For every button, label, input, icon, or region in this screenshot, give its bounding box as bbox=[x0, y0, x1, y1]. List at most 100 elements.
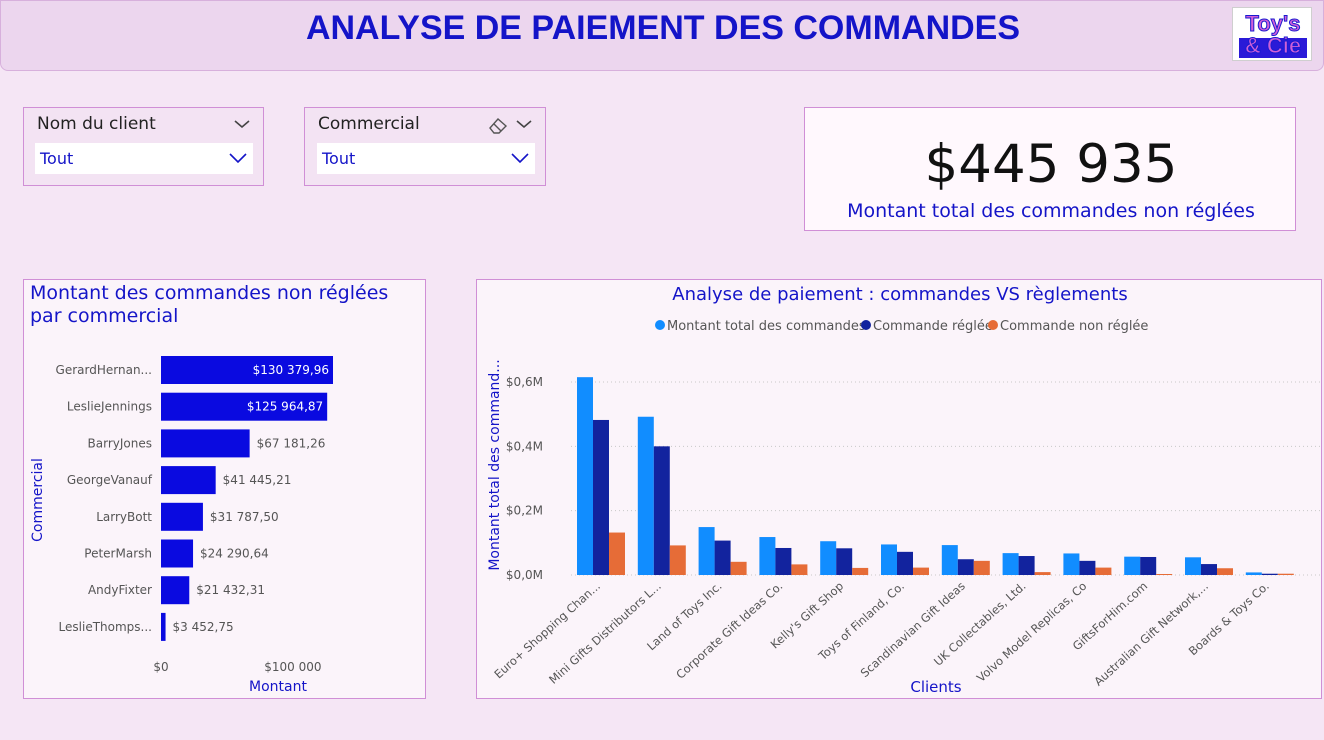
column-bar bbox=[1079, 560, 1096, 575]
x-tick-label: $100 000 bbox=[264, 660, 321, 674]
commercial-slicer[interactable]: Commercial Tout bbox=[304, 107, 546, 186]
commercial-chart-title: Montant des commandes non réglées par co… bbox=[30, 282, 389, 327]
client-dropdown[interactable]: Tout bbox=[35, 143, 253, 174]
bar bbox=[161, 576, 190, 605]
y-tick-label: $0,0M bbox=[506, 568, 543, 582]
column-bar bbox=[1140, 556, 1157, 575]
column-bar bbox=[653, 446, 670, 575]
logo-backdrop bbox=[1239, 38, 1307, 58]
x-axis-title: Montant bbox=[249, 679, 307, 695]
column-bar bbox=[609, 532, 625, 575]
column-bar bbox=[1185, 557, 1201, 575]
kpi-value: $445 935 bbox=[924, 134, 1178, 195]
data-label: $31 787,50 bbox=[210, 510, 279, 524]
y-axis-title: Commercial bbox=[30, 458, 46, 542]
column-bar bbox=[637, 416, 654, 575]
column-bar bbox=[881, 544, 897, 575]
payment-chart-panel: Analyse de paiement : commandes VS règle… bbox=[476, 279, 1322, 699]
column-bar bbox=[1201, 564, 1217, 575]
column-bar bbox=[1156, 574, 1173, 575]
column-bar bbox=[973, 560, 990, 575]
logo-line1: Toy's bbox=[1245, 11, 1301, 37]
legend-marker bbox=[655, 320, 665, 330]
legend-marker bbox=[988, 320, 998, 330]
column-bar bbox=[913, 567, 929, 575]
bar bbox=[161, 356, 333, 384]
payment-column-chart: Analyse de paiement : commandes VS règle… bbox=[487, 284, 1320, 696]
bar bbox=[161, 502, 203, 531]
commercial-dropdown[interactable]: Tout bbox=[317, 143, 535, 174]
category-label: LeslieThomps... bbox=[59, 620, 152, 634]
commercial-dropdown-value: Tout bbox=[322, 149, 356, 168]
chevron-down-icon[interactable] bbox=[234, 116, 250, 132]
client-dropdown-value: Tout bbox=[40, 149, 74, 168]
column-bar bbox=[775, 547, 792, 575]
column-bar bbox=[791, 564, 808, 575]
kpi-label: Montant total des commandes non réglées bbox=[847, 200, 1255, 222]
column-bar bbox=[730, 561, 747, 575]
column-bar bbox=[1018, 556, 1035, 575]
category-label: Volvo Model Replicas, Co bbox=[974, 579, 1090, 685]
category-label: LarryBott bbox=[96, 510, 152, 524]
column-bar bbox=[1245, 572, 1262, 575]
legend-label: Montant total des commandes bbox=[667, 319, 866, 334]
commercial-bar-chart-panel: Montant des commandes non réglées par co… bbox=[23, 279, 426, 699]
kpi-card: $445 935 Montant total des commandes non… bbox=[804, 107, 1296, 231]
bar bbox=[161, 392, 328, 421]
column-bar bbox=[1217, 568, 1233, 575]
column-bar bbox=[1124, 556, 1141, 575]
bar bbox=[161, 539, 194, 568]
category-label: GerardHernan... bbox=[56, 363, 152, 377]
column-bar bbox=[957, 559, 974, 575]
data-label: $67 181,26 bbox=[257, 436, 326, 450]
category-label: Scandinavian Gift Ideas bbox=[858, 579, 968, 680]
column-bar bbox=[759, 537, 776, 575]
bar bbox=[161, 429, 250, 458]
client-slicer[interactable]: Nom du client Tout bbox=[23, 107, 264, 186]
category-label: Euro+ Shopping Chan... bbox=[491, 579, 603, 682]
category-label: PeterMarsh bbox=[84, 547, 152, 561]
data-label: $24 290,64 bbox=[200, 547, 269, 561]
commercial-slicer-label: Commercial bbox=[318, 114, 420, 134]
x-axis-title: Clients bbox=[910, 678, 961, 696]
category-label: GeorgeVanauf bbox=[67, 473, 153, 487]
data-label: $3 452,75 bbox=[173, 620, 234, 634]
bar bbox=[161, 612, 166, 641]
column-bar bbox=[836, 548, 853, 575]
column-bar bbox=[1277, 573, 1294, 575]
column-bar bbox=[1261, 573, 1278, 575]
column-bar bbox=[1002, 553, 1019, 575]
category-label: Australian Gift Network,... bbox=[1091, 579, 1211, 689]
page-header: ANALYSE DE PAIEMENT DES COMMANDES Toy's … bbox=[0, 0, 1324, 71]
chevron-down-icon[interactable] bbox=[516, 116, 532, 132]
y-tick-label: $0,4M bbox=[506, 439, 543, 453]
data-label: $21 432,31 bbox=[196, 583, 265, 597]
data-label: $41 445,21 bbox=[223, 473, 292, 487]
commercial-bar-chart: GerardHernan... $130 379,96 LeslieJennings… bbox=[30, 356, 333, 695]
legend-label: Commande réglée bbox=[873, 319, 993, 334]
x-tick-label: $0 bbox=[153, 660, 168, 674]
chevron-down-icon[interactable] bbox=[229, 152, 247, 164]
category-label: Mini Gifts Distributors L... bbox=[546, 579, 664, 687]
eraser-icon[interactable] bbox=[487, 115, 509, 135]
column-bar bbox=[698, 527, 715, 575]
legend-label: Commande non réglée bbox=[1000, 319, 1148, 334]
y-axis-title: Montant total des command... bbox=[487, 359, 503, 570]
y-tick-label: $0,2M bbox=[506, 504, 543, 518]
category-label: Corporate Gift Ideas Co. bbox=[673, 579, 785, 682]
legend-marker bbox=[861, 320, 871, 330]
column-bar bbox=[577, 377, 593, 575]
logo-line2: & Cie bbox=[1244, 33, 1302, 59]
y-tick-label: $0,6M bbox=[506, 375, 543, 389]
bar bbox=[161, 466, 216, 495]
column-bar bbox=[1063, 553, 1080, 575]
column-bar bbox=[593, 419, 609, 575]
chart-title: Analyse de paiement : commandes VS règle… bbox=[672, 284, 1127, 305]
category-label: LeslieJennings bbox=[67, 400, 152, 414]
column-bar bbox=[852, 567, 869, 575]
column-bar bbox=[1034, 572, 1051, 575]
client-slicer-label: Nom du client bbox=[37, 114, 156, 134]
page-title: ANALYSE DE PAIEMENT DES COMMANDES bbox=[305, 9, 1021, 47]
chevron-down-icon[interactable] bbox=[511, 152, 529, 164]
column-bar bbox=[897, 551, 913, 575]
